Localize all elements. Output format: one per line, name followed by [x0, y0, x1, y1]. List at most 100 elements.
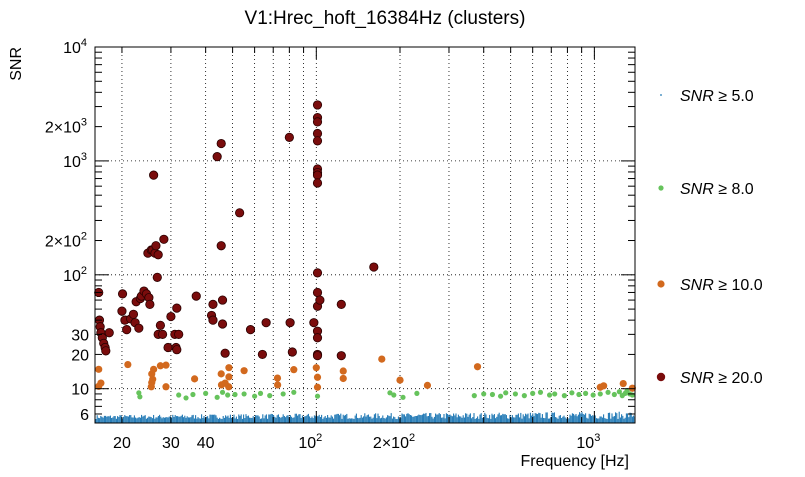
series-1-point [546, 392, 553, 398]
series-1-point [629, 392, 635, 398]
series-1-point [400, 394, 406, 400]
series-2-point [378, 355, 386, 363]
y-tick-label: 103 [63, 151, 87, 171]
legend-label: SNR ≥ 5.0 [680, 88, 754, 105]
grid-lines [95, 47, 635, 423]
x-tick-label: 102 [298, 432, 322, 452]
series-1-point [387, 390, 393, 396]
series-3-point [312, 333, 323, 343]
series-3-point [216, 138, 226, 149]
series-3-point [117, 306, 127, 316]
series-3-point [145, 299, 155, 309]
series-1-point [537, 389, 544, 395]
series-1-point [530, 390, 536, 396]
series-3-point [312, 178, 323, 188]
series-1-point [590, 392, 596, 398]
y-tick-label: 30 [71, 327, 89, 344]
series-3-point [172, 345, 182, 355]
series-2-point [273, 374, 282, 382]
series-2-point [240, 367, 248, 375]
series-2-point [225, 373, 233, 381]
series-3-point [217, 319, 228, 329]
series-2-point [217, 370, 225, 378]
series-3-point [104, 328, 114, 338]
series-1-point [137, 394, 143, 400]
series-2-point [162, 361, 170, 369]
series-1-point [241, 391, 247, 397]
series-1-point [605, 389, 611, 395]
x-tick-label: 2×102 [373, 432, 415, 452]
y-tick-label: 104 [63, 37, 87, 57]
series-1-point [267, 393, 273, 399]
series-1-point [552, 391, 558, 397]
series-3-point [157, 329, 168, 339]
series-3-point [284, 132, 294, 142]
series-3-point [369, 262, 379, 272]
series-3-point [163, 342, 173, 353]
series-3-point [208, 315, 218, 325]
plot-area [94, 100, 636, 423]
series-1-point [503, 390, 509, 396]
y-tick-label: 2×103 [45, 117, 87, 137]
series-1-point [225, 392, 231, 398]
legend: SNR ≥ 5.0 SNR ≥ 8.0 SNR ≥ 10.0 SNR ≥ 20.0 [656, 88, 763, 387]
series-2-point [396, 376, 404, 384]
legend-marker [660, 94, 662, 96]
series-3-point [134, 323, 144, 333]
series-1-point [471, 393, 477, 399]
series-3-point [217, 295, 228, 305]
series-3-point [312, 117, 323, 127]
series-3-point [245, 325, 256, 335]
series-2-point [225, 383, 233, 391]
series-3-point [149, 170, 159, 180]
series-1-point [391, 392, 397, 398]
series-2-point [600, 382, 608, 390]
series-1-point [136, 390, 142, 396]
series-3-point [235, 208, 245, 218]
series-3-point [166, 311, 176, 322]
series-3-point [312, 287, 323, 298]
series-3-point [261, 318, 271, 328]
series-2-point [473, 363, 482, 371]
series-3-point [285, 318, 295, 328]
series-3-point [208, 299, 218, 309]
series-1-point [489, 391, 496, 398]
series-1-point [203, 390, 209, 396]
series-2-point [150, 365, 158, 373]
series-1-point [576, 391, 582, 398]
series-1-point [183, 395, 189, 401]
axes: 20 30 40 102 2×102 103 6 10 20 30 102 2×102 103 2×103… [45, 37, 635, 452]
x-tick-label: 103 [576, 432, 600, 452]
y-tick-label: 20 [71, 347, 89, 364]
series-2-point [156, 362, 165, 370]
series-2-point [274, 381, 282, 389]
series-3-point [153, 250, 163, 260]
series-3-point [151, 241, 161, 251]
series-3-point [336, 299, 346, 309]
series-3-point [191, 291, 201, 301]
series-2-point [162, 383, 170, 391]
series-3-point [287, 347, 297, 357]
series-1-point [597, 391, 603, 397]
series-3-point [152, 272, 162, 282]
series-1-point [190, 391, 196, 398]
legend-label: SNR ≥ 10.0 [680, 277, 763, 294]
series-3-point [172, 303, 182, 313]
series-1-point [219, 389, 226, 395]
series-3-point [122, 325, 132, 335]
x-tick-label: 30 [162, 435, 180, 452]
series-3-point [155, 320, 166, 330]
x-tick-label: 40 [197, 435, 215, 452]
y-tick-label: 10 [71, 382, 89, 399]
series-1-point [481, 391, 487, 397]
series-1-point [497, 393, 504, 399]
series-1-point [280, 391, 286, 397]
series-2-point [619, 379, 627, 388]
series-3-point [315, 295, 325, 305]
series-3-point [212, 152, 222, 162]
series-1-point [314, 393, 321, 399]
legend-label: SNR ≥ 8.0 [680, 181, 754, 198]
series-1-point [521, 393, 527, 399]
